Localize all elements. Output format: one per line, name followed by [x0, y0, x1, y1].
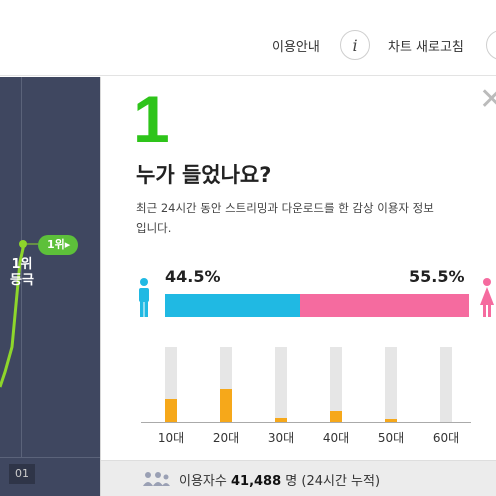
users-icon: [143, 472, 170, 486]
user-count-unit: 명 (24시간 누적): [285, 474, 381, 489]
chart-gridline: [21, 77, 22, 457]
refresh-icon[interactable]: [486, 30, 496, 60]
rank-line: [0, 243, 26, 388]
age-bar: [440, 347, 452, 422]
female-icon: [480, 278, 494, 317]
age-bar: [385, 347, 397, 422]
user-count-label: 이용자수: [179, 474, 227, 489]
rank-chart: 1위▸ 1위 등극 01: [0, 77, 100, 496]
rank-status-line-1: 1위: [11, 257, 33, 272]
user-count-value: 41,488: [230, 474, 282, 489]
top-bar: 이용안내 i 차트 새로고침: [0, 0, 496, 76]
rank-badge[interactable]: 1위▸: [38, 235, 79, 255]
chart-x-axis: [0, 457, 100, 458]
age-bar-fill: [385, 419, 397, 422]
x-axis-label: 01: [9, 464, 35, 484]
rank-number: 1: [133, 82, 170, 156]
info-icon[interactable]: i: [340, 30, 370, 60]
age-bar-fill: [220, 389, 232, 422]
close-icon[interactable]: ✕: [479, 82, 496, 117]
age-label: 20대: [212, 431, 240, 445]
male-ratio-fill: [165, 294, 301, 317]
gender-ratio-bar: [165, 294, 469, 317]
age-bar-fill: [275, 418, 287, 422]
rank-status-label: 1위 등극: [9, 257, 35, 289]
age-bar: [220, 347, 232, 422]
age-label: 50대: [377, 431, 405, 445]
age-label: 10대: [157, 431, 185, 445]
panel-title: 누가 들었나요?: [136, 163, 272, 187]
listener-info-panel: ✕ 1 누가 들었나요? 최근 24시간 동안 스트리밍과 다운로드를 한 감상…: [100, 77, 496, 496]
male-percent: 44.5%: [165, 267, 221, 286]
female-percent: 55.5%: [409, 267, 465, 286]
age-bar: [330, 347, 342, 422]
panel-description: 최근 24시간 동안 스트리밍과 다운로드를 한 감상 이용자 정보입니다.: [136, 201, 434, 235]
usage-guide-link[interactable]: 이용안내: [272, 40, 320, 55]
age-bar-fill: [165, 399, 177, 422]
rank-line-chart: [0, 240, 38, 388]
age-label: 40대: [322, 431, 350, 445]
age-bar: [165, 347, 177, 422]
chart-refresh-link[interactable]: 차트 새로고침: [388, 40, 464, 55]
user-count-footer: 이용자수 41,488 명 (24시간 누적): [101, 460, 496, 496]
age-bar-fill: [330, 411, 342, 422]
age-label: 30대: [267, 431, 295, 445]
rank-point: [19, 240, 27, 248]
age-label: 60대: [432, 431, 460, 445]
user-count-text: 이용자수 41,488 명 (24시간 누적): [179, 470, 380, 489]
rank-status-line-2: 등극: [10, 273, 34, 288]
male-icon: [139, 278, 149, 317]
age-bar: [275, 347, 287, 422]
age-baseline: [141, 422, 471, 423]
